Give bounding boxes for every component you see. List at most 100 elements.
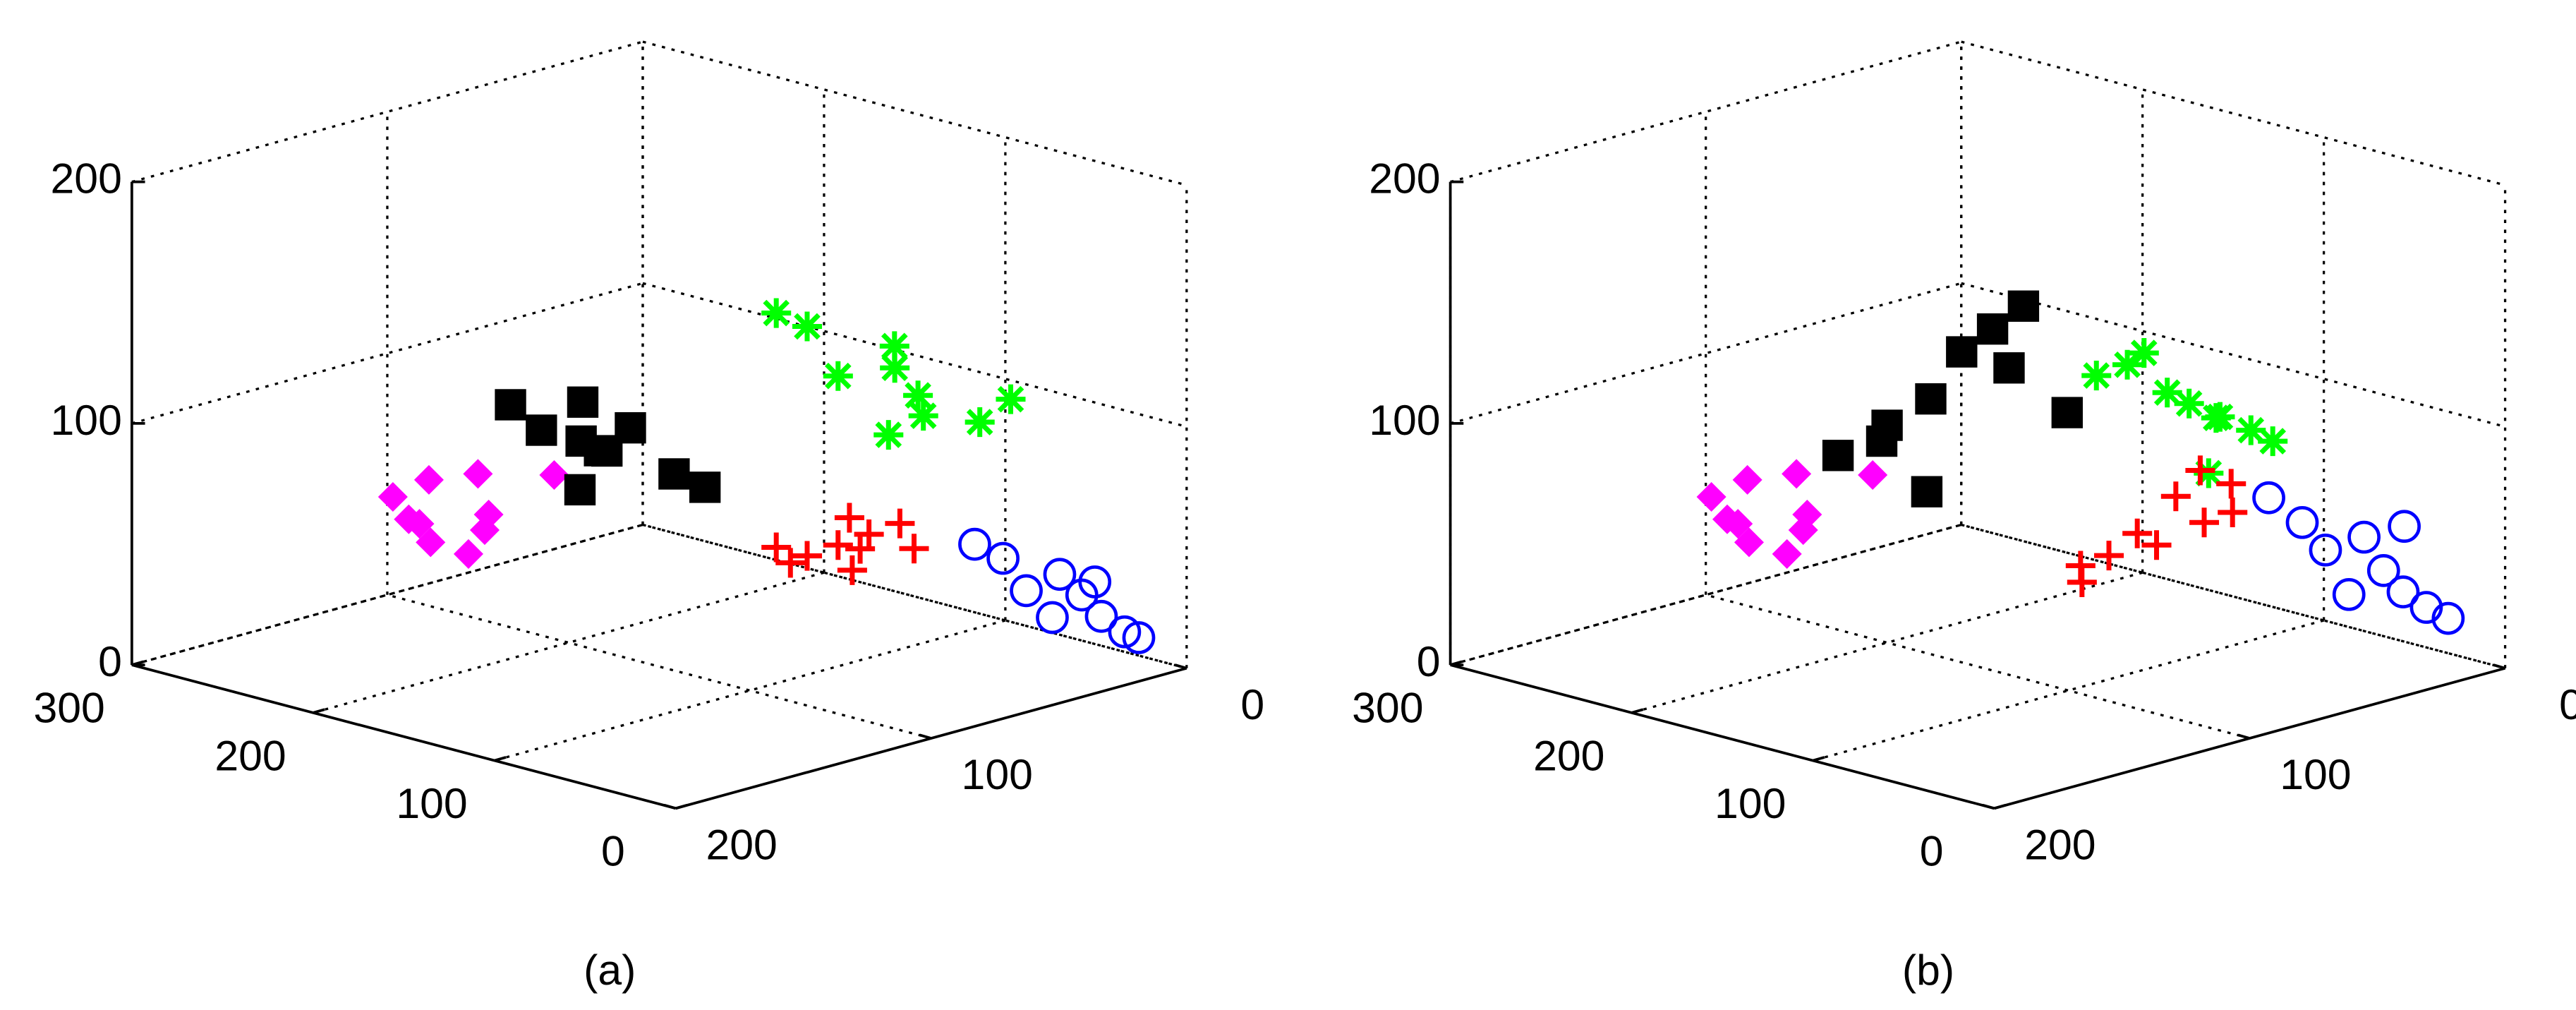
marker: [823, 530, 853, 560]
marker: [775, 548, 806, 578]
marker: [1010, 574, 1043, 608]
marker: [823, 361, 853, 391]
marker: [965, 407, 995, 438]
marker: [879, 331, 909, 361]
marker: [834, 503, 864, 533]
marker: [908, 401, 938, 431]
marker: [1993, 352, 2025, 384]
marker: [1734, 527, 1764, 558]
tick-mark: [675, 803, 688, 810]
marker: [873, 420, 904, 450]
marker: [2285, 505, 2319, 539]
marker: [463, 459, 493, 489]
marker: [845, 534, 876, 564]
marker: [986, 541, 1020, 575]
marker: [2189, 507, 2220, 538]
marker: [761, 532, 792, 563]
marker: [2185, 455, 2215, 486]
marker: [377, 481, 408, 512]
marker: [2309, 533, 2342, 567]
marker: [958, 527, 991, 561]
marker: [1788, 515, 1818, 546]
marker: [1822, 440, 1854, 471]
panel-label: (a): [583, 946, 636, 994]
y-tick-label: 200: [706, 820, 777, 868]
grid-line: [1961, 523, 2505, 670]
marker: [2007, 290, 2040, 322]
x-tick-label: 0: [601, 827, 625, 875]
tick-mark: [1174, 663, 1187, 670]
marker: [565, 425, 597, 457]
x-tick-label: 300: [1352, 684, 1423, 732]
marker: [526, 414, 557, 446]
marker: [792, 311, 823, 342]
marker: [761, 298, 792, 328]
marker: [2141, 530, 2172, 560]
marker: [885, 508, 915, 539]
marker: [453, 539, 484, 569]
x-tick-label: 200: [214, 731, 286, 779]
grid-line: [131, 40, 643, 184]
z-tick-label: 100: [1369, 396, 1440, 444]
panel-label: (b): [1902, 946, 1954, 994]
marker: [1108, 615, 1142, 649]
marker: [1043, 558, 1077, 591]
z-tick-label: 0: [1417, 637, 1441, 685]
marker: [792, 541, 823, 571]
grid-line: [642, 40, 1187, 186]
grid-line: [1961, 282, 2505, 428]
marker: [2332, 577, 2366, 611]
marker: [1084, 599, 1118, 633]
tick-mark: [131, 660, 144, 666]
marker: [1696, 481, 1727, 512]
marker: [2152, 378, 2182, 408]
tick-mark: [313, 708, 325, 714]
x-tick-label: 200: [1533, 731, 1604, 779]
marker: [2122, 518, 2153, 548]
marker: [996, 384, 1026, 414]
x-tick-label: 300: [33, 684, 104, 732]
y-tick-label: 200: [2024, 820, 2096, 868]
marker: [689, 471, 721, 503]
y-tick-label: 0: [1240, 680, 1264, 728]
x-axis: [1450, 663, 1995, 810]
marker: [394, 504, 424, 534]
x-tick-label: 100: [1715, 779, 1786, 827]
tick-mark: [494, 756, 507, 762]
marker: [2366, 554, 2400, 587]
x-tick-label: 0: [1920, 827, 1944, 875]
grid-line: [131, 282, 643, 425]
marker: [2236, 415, 2266, 445]
marker: [880, 353, 910, 383]
tick-mark: [1450, 660, 1463, 666]
tick-mark: [663, 803, 677, 810]
z-tick-label: 0: [98, 637, 122, 685]
marker: [2216, 469, 2247, 499]
marker: [2252, 481, 2285, 515]
x-axis: [131, 663, 677, 810]
marker: [2112, 349, 2143, 380]
marker: [2431, 601, 2465, 635]
marker: [1976, 313, 2009, 345]
marker: [2201, 403, 2231, 433]
grid-line: [1450, 40, 1962, 184]
marker: [2093, 541, 2124, 571]
y-tick-label: 100: [2280, 750, 2351, 798]
marker: [1036, 601, 1069, 635]
marker: [1078, 565, 1112, 599]
marker: [2160, 481, 2191, 512]
z-tick-label: 200: [51, 155, 122, 203]
z-tick-label: 200: [1369, 155, 1440, 203]
marker: [539, 459, 569, 491]
marker: [2347, 520, 2381, 554]
y-tick-label: 0: [2559, 680, 2576, 728]
tick-mark: [1631, 708, 1644, 714]
y-tick-label: 100: [962, 750, 1033, 798]
marker: [1871, 409, 1903, 441]
marker: [658, 458, 690, 490]
marker: [1122, 621, 1156, 654]
marker: [1911, 476, 1943, 507]
